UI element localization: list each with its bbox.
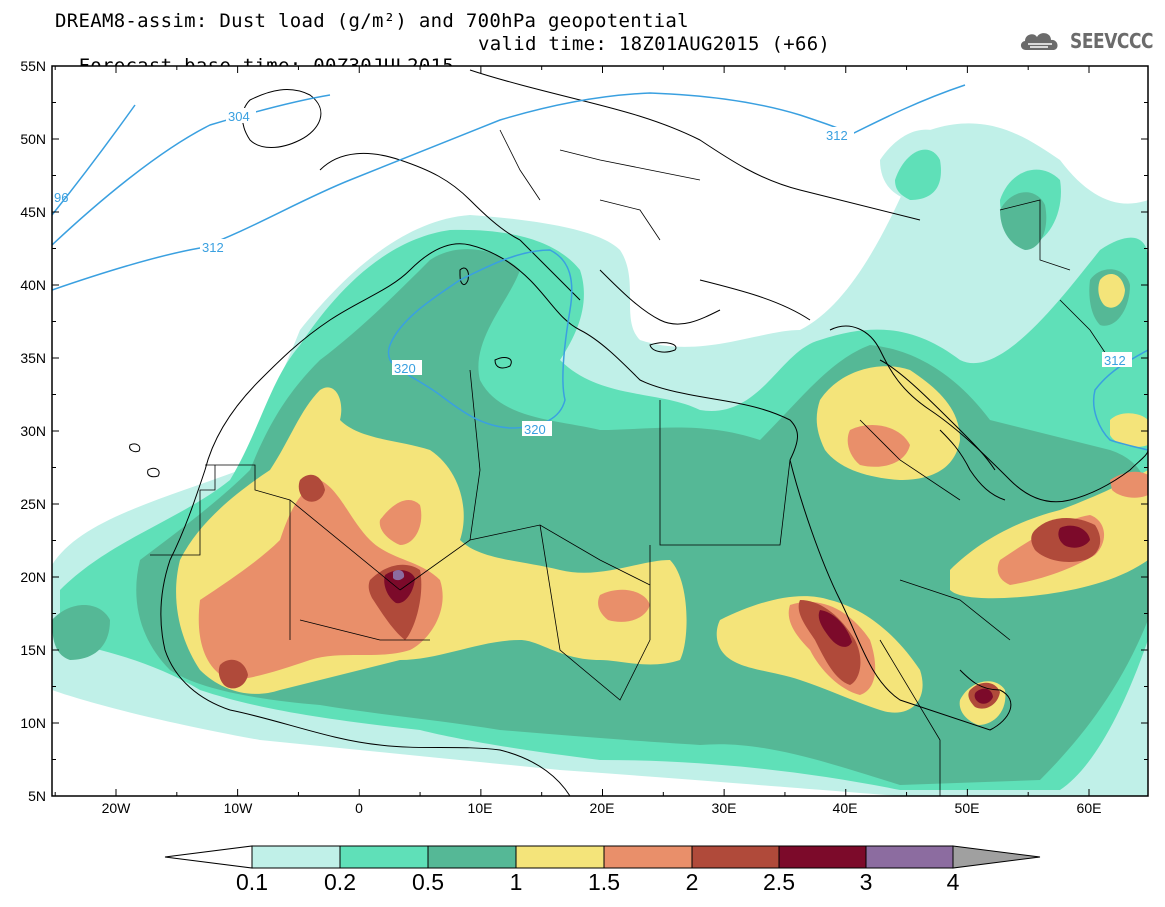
legend-swatch [515,845,605,869]
lat-label: 30N [20,423,46,439]
legend-swatch [603,845,693,869]
cloud-icon [1020,33,1058,50]
lat-label: 20N [20,569,46,585]
legend-right-arrow [952,845,1041,869]
contour-label-320a: 320 [394,361,416,376]
legend-label: 2.5 [763,869,795,895]
lon-label: 50E [955,800,980,816]
lon-label: 20E [590,800,615,816]
lon-labels: 20W 10W 0 10E 20E 30E 40E 50E 60E [102,800,1102,816]
seevccc-logo: SEEVCCC [1018,27,1165,55]
contour-labels: 304 312 312 320 320 312 96 [54,108,1132,437]
lon-label: 10W [224,800,254,816]
lat-label: 25N [20,496,46,512]
legend-label: 3 [859,869,873,895]
legend-swatch [691,845,780,869]
color-legend [164,845,1041,869]
map-title: DREAM8-assim: Dust load (g/m²) and 700hP… [55,10,689,32]
contour-label-320b: 320 [524,422,546,437]
borders [150,129,1111,796]
legend-swatch [251,845,341,869]
lon-label: 30E [712,800,737,816]
lon-label: 60E [1077,800,1102,816]
dust-level-3 [393,569,405,581]
lon-label: 20W [102,800,132,816]
lat-label: 15N [20,642,46,658]
lat-label: 40N [20,277,46,293]
legend-swatch [778,845,867,869]
legend-label: 0.5 [412,869,444,895]
legend-left-arrow [164,845,253,869]
lon-label: 10E [468,800,493,816]
contour-label-312c: 312 [1104,353,1126,368]
contour-label-312b: 312 [826,128,848,143]
lat-label: 35N [20,350,46,366]
legend-label: 0.2 [324,869,356,895]
legend-label: 0.1 [236,869,268,895]
lat-label: 5N [28,788,46,804]
contour-label-96: 96 [54,190,68,205]
legend-swatch [339,845,429,869]
legend-label: 4 [946,869,960,895]
lon-label: 0 [355,800,363,816]
axis-ticks [52,65,1148,797]
lat-label: 55N [20,58,46,74]
contour-label-304: 304 [228,109,250,124]
lat-label: 10N [20,715,46,731]
lat-label: 45N [20,204,46,220]
legend-swatch [865,845,954,869]
legend-label: 2 [685,869,699,895]
legend-label: 1.5 [588,869,620,895]
legend-swatch [427,845,517,869]
logo-text: SEEVCCC [1070,29,1154,53]
legend-label: 1 [509,869,523,895]
contour-label-312a: 312 [202,240,224,255]
valid-time: valid time: 18Z01AUG2015 (+66) [478,33,831,55]
lat-label: 50N [20,131,46,147]
lat-labels: 55N 50N 45N 40N 35N 30N 25N 20N 15N 10N … [20,58,46,804]
coastlines [160,69,1148,796]
dust-level-2.5 [384,525,1090,704]
lon-label: 40E [833,800,858,816]
